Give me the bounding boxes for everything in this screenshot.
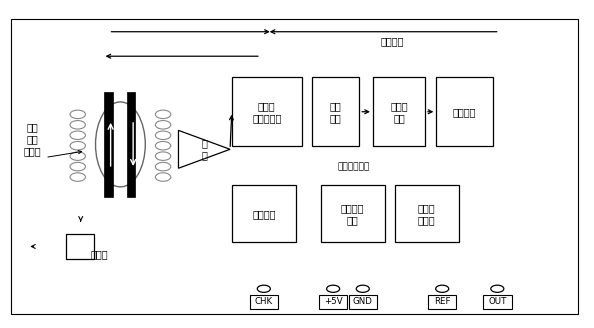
Text: 输出调理: 输出调理 (453, 107, 476, 117)
Text: REF: REF (434, 297, 450, 306)
Text: OUT: OUT (488, 297, 507, 306)
Bar (223, 27, 510, 295)
Text: 校
准: 校 准 (201, 138, 207, 160)
Bar (321, 185, 385, 242)
Text: 叠加
感应
电动势: 叠加 感应 电动势 (23, 122, 41, 156)
Bar (249, 295, 278, 309)
Bar (428, 295, 456, 309)
Text: 辅助电源
模块: 辅助电源 模块 (341, 203, 365, 225)
Bar (105, 92, 113, 197)
Bar (319, 295, 347, 309)
Text: 检测
控制: 检测 控制 (330, 101, 342, 123)
Bar (127, 92, 135, 197)
Bar (312, 77, 359, 146)
Text: 电平翻转信号: 电平翻转信号 (337, 163, 369, 172)
Text: 自检电路: 自检电路 (252, 209, 276, 219)
Ellipse shape (96, 102, 146, 187)
Text: 误动作
滤除: 误动作 滤除 (390, 101, 407, 123)
Bar (395, 185, 459, 242)
Bar (232, 77, 302, 146)
Bar (66, 234, 94, 259)
Text: GND: GND (353, 297, 372, 306)
Text: 基准源
发生器: 基准源 发生器 (418, 203, 435, 225)
Bar (436, 77, 492, 146)
Text: +5V: +5V (324, 297, 343, 306)
Bar (373, 77, 425, 146)
Text: 自适应
方波激励源: 自适应 方波激励源 (252, 101, 282, 123)
Bar (232, 185, 296, 242)
Bar (349, 295, 377, 309)
Text: CHK: CHK (255, 297, 273, 306)
Ellipse shape (79, 84, 162, 205)
Text: 输出信号: 输出信号 (380, 36, 403, 47)
Text: 漏电流: 漏电流 (91, 249, 108, 259)
Bar (483, 295, 511, 309)
Polygon shape (178, 130, 230, 168)
